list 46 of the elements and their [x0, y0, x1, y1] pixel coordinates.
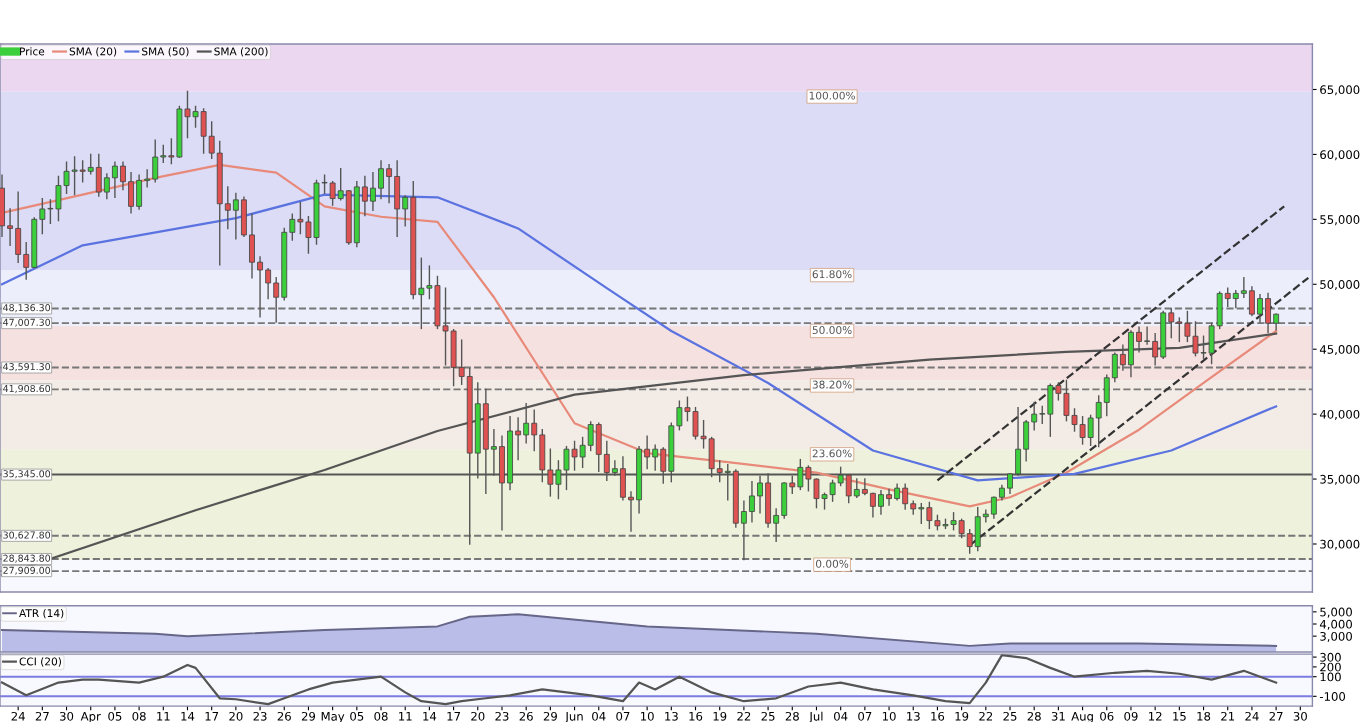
candlestick	[870, 492, 876, 518]
candlestick	[103, 173, 110, 200]
candlestick	[1063, 379, 1070, 422]
candlestick	[200, 108, 207, 154]
candlestick	[974, 506, 981, 552]
candlestick	[0, 174, 5, 237]
candlestick	[749, 480, 755, 523]
candlestick	[1176, 317, 1183, 343]
candlestick	[523, 403, 530, 444]
candlestick	[1079, 416, 1086, 445]
candlestick	[386, 164, 392, 204]
candlestick	[370, 171, 376, 211]
candlestick	[829, 479, 836, 502]
candlestick	[265, 268, 272, 300]
line-series	[0, 193, 1278, 482]
candlestick	[152, 139, 159, 183]
candlestick	[128, 171, 134, 214]
candlestick	[95, 153, 102, 197]
candlestick	[297, 201, 304, 235]
candlestick	[1257, 293, 1263, 323]
candlestick	[781, 482, 788, 519]
candlestick	[55, 175, 62, 222]
candlestick	[1249, 286, 1255, 317]
candlestick	[926, 501, 933, 530]
candlestick	[442, 287, 449, 366]
candlestick	[450, 329, 457, 387]
candlestick	[15, 191, 22, 263]
candlestick	[918, 503, 925, 524]
candlestick	[958, 518, 965, 539]
candlestick	[71, 156, 78, 196]
candlestick	[136, 174, 143, 210]
candlestick	[79, 160, 86, 183]
candlestick	[990, 496, 997, 519]
candlestick	[232, 192, 239, 240]
candlestick	[886, 488, 892, 506]
candlestick	[329, 180, 336, 206]
candlestick	[111, 161, 118, 198]
candlestick	[587, 421, 594, 452]
candlestick	[434, 275, 441, 330]
candlestick	[692, 406, 699, 440]
candlestick	[1047, 383, 1054, 437]
line-series	[0, 654, 1278, 706]
candlestick	[378, 160, 384, 200]
candlestick	[394, 160, 401, 237]
candlestick	[878, 490, 884, 515]
candlestick	[902, 483, 909, 510]
